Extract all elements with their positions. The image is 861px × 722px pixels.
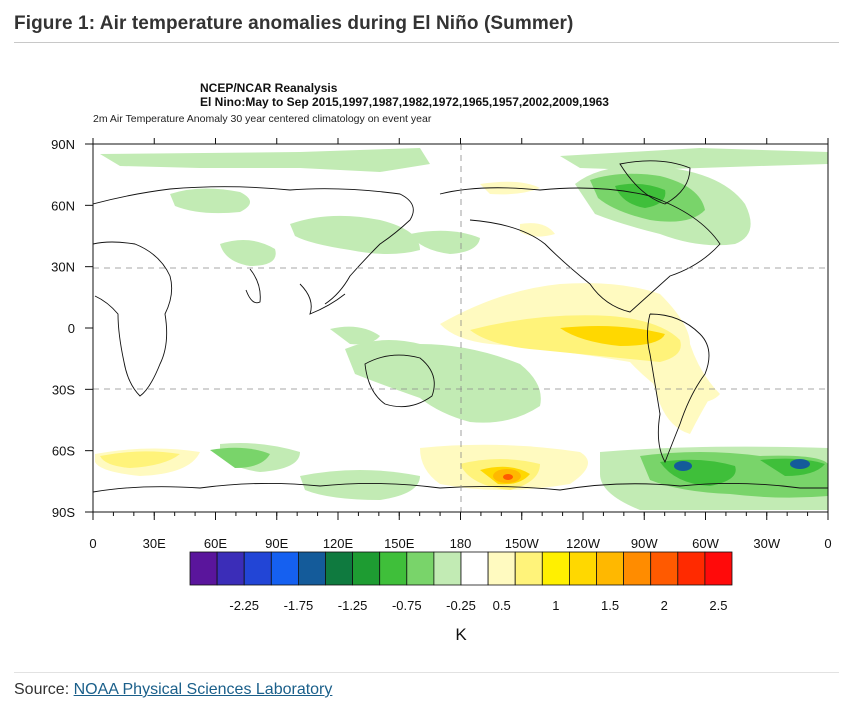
source-line: Source: NOAA Physical Sciences Laborator… xyxy=(14,681,332,699)
map-title-line2: El Nino:May to Sep 2015,1997,1987,1982,1… xyxy=(200,95,609,109)
colorbar-swatch xyxy=(596,551,625,586)
colorbar-swatch xyxy=(189,551,218,586)
colorbar-swatch xyxy=(243,551,272,586)
nino-core-outer xyxy=(470,315,681,362)
antarctic-cool-a xyxy=(300,470,420,500)
colorbar-swatch xyxy=(325,551,354,586)
colorbar-label: -0.25 xyxy=(446,598,476,613)
lon-tick-label: 60E xyxy=(204,536,227,551)
lon-tick-label: 180 xyxy=(450,536,472,551)
colorbar-swatch xyxy=(623,551,652,586)
colorbar-swatch xyxy=(270,551,299,586)
colorbar-label: -1.25 xyxy=(338,598,368,613)
lat-tick-label: 90S xyxy=(52,505,75,520)
colorbar-swatch xyxy=(352,551,381,586)
lon-tick-label: 0 xyxy=(824,536,831,551)
colorbar-swatch xyxy=(433,551,462,586)
colorbar-unit: K xyxy=(455,625,467,644)
colorbar-swatch xyxy=(677,551,706,586)
lon-tick-label: 0 xyxy=(89,536,96,551)
lat-tick-label: 60S xyxy=(52,444,75,459)
colorbar-swatch xyxy=(406,551,435,586)
amundsen-hot-core xyxy=(503,474,513,480)
title-divider xyxy=(14,42,839,43)
lat-tick-label: 0 xyxy=(68,321,75,336)
lat-tick-label: 30S xyxy=(52,382,75,397)
antarctic-cold-core-2 xyxy=(790,459,810,469)
north-pacific-cool xyxy=(290,215,420,254)
coastlines xyxy=(93,160,828,493)
source-link[interactable]: NOAA Physical Sciences Laboratory xyxy=(73,681,333,698)
lon-tick-label: 30E xyxy=(143,536,166,551)
antarctic-cold-core-1 xyxy=(674,461,692,471)
map-title-line1: NCEP/NCAR Reanalysis xyxy=(200,81,338,95)
colorbar-swatch xyxy=(704,551,733,586)
map-subtitle: 2m Air Temperature Anomaly 30 year cente… xyxy=(93,113,432,125)
europe-east-cool xyxy=(170,188,250,214)
lat-tick-label: 60N xyxy=(51,198,75,213)
lon-tick-label: 150W xyxy=(505,536,540,551)
colorbar-label: 1.5 xyxy=(601,598,619,613)
colorbar-label: 0.5 xyxy=(493,598,511,613)
greenland-green xyxy=(615,183,666,208)
arctic-east-band xyxy=(560,148,828,170)
lon-tick-label: 60W xyxy=(692,536,719,551)
colorbar-swatch xyxy=(569,551,597,586)
indonesia-cool xyxy=(330,326,380,345)
nino-core-inner xyxy=(560,326,665,346)
south-america-warm xyxy=(650,371,715,434)
colorbar-label: -1.75 xyxy=(284,598,314,613)
anomaly-fields xyxy=(93,144,828,512)
anomaly-map-figure: NCEP/NCAR Reanalysis El Nino:May to Sep … xyxy=(51,81,831,644)
map-gridlines xyxy=(93,144,828,512)
lon-tick-label: 120W xyxy=(566,536,601,551)
north-pacific-east-cool xyxy=(410,230,480,254)
lon-tick-label: 150E xyxy=(384,536,415,551)
colorbar-swatch xyxy=(297,551,326,586)
colorbar-swatch xyxy=(514,551,543,586)
indian-ocean-cool xyxy=(345,340,541,423)
lat-tick-label: 90N xyxy=(51,137,75,152)
asia-cool-patch xyxy=(220,240,276,266)
lon-tick-label: 120E xyxy=(323,536,354,551)
colorbar-swatch xyxy=(216,551,245,586)
colorbar-label: 1 xyxy=(552,598,559,613)
figure-title: Figure 1: Air temperature anomalies duri… xyxy=(14,13,574,34)
arctic-cool-band xyxy=(100,148,430,172)
lon-tick-label: 90E xyxy=(265,536,288,551)
colorbar-swatch xyxy=(487,551,516,586)
colorbar-swatch xyxy=(460,551,489,586)
colorbar-label: 2 xyxy=(661,598,668,613)
source-label: Source: xyxy=(14,681,70,698)
colorbar-swatch xyxy=(541,551,570,586)
colorbar-swatch xyxy=(379,551,408,586)
antarctic-green-west xyxy=(210,447,270,468)
colorbar-label: 2.5 xyxy=(709,598,727,613)
source-divider xyxy=(14,672,839,673)
colorbar-label: -0.75 xyxy=(392,598,422,613)
colorbar xyxy=(189,551,733,586)
lat-tick-label: 30N xyxy=(51,260,75,275)
east-pacific-warm-small xyxy=(520,223,555,237)
colorbar-label: -2.25 xyxy=(229,598,259,613)
colorbar-swatch xyxy=(650,551,679,586)
lon-tick-label: 90W xyxy=(631,536,658,551)
lon-tick-label: 30W xyxy=(753,536,780,551)
southern-yellow-band xyxy=(100,451,180,468)
